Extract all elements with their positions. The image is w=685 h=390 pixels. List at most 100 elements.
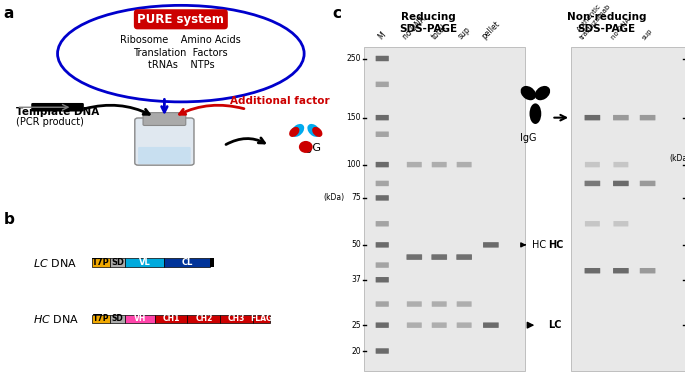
Text: PURE system: PURE system bbox=[138, 13, 224, 26]
FancyBboxPatch shape bbox=[375, 301, 389, 307]
Text: tRNAs    NTPs: tRNAs NTPs bbox=[147, 60, 214, 71]
FancyBboxPatch shape bbox=[375, 131, 389, 137]
Ellipse shape bbox=[308, 124, 321, 137]
FancyBboxPatch shape bbox=[110, 259, 125, 267]
Text: Non-reducing
SDS-PAGE: Non-reducing SDS-PAGE bbox=[567, 12, 647, 34]
Text: 37: 37 bbox=[351, 275, 361, 284]
FancyBboxPatch shape bbox=[432, 323, 447, 328]
FancyBboxPatch shape bbox=[375, 323, 389, 328]
FancyBboxPatch shape bbox=[375, 242, 389, 248]
FancyBboxPatch shape bbox=[125, 259, 164, 267]
FancyBboxPatch shape bbox=[110, 315, 125, 323]
FancyBboxPatch shape bbox=[640, 181, 656, 186]
FancyBboxPatch shape bbox=[375, 262, 389, 268]
FancyBboxPatch shape bbox=[253, 315, 270, 323]
Text: CH1: CH1 bbox=[162, 314, 179, 323]
Text: M: M bbox=[377, 30, 388, 41]
Text: Ribosome    Amino Acids: Ribosome Amino Acids bbox=[121, 35, 241, 45]
FancyBboxPatch shape bbox=[457, 162, 472, 167]
FancyBboxPatch shape bbox=[375, 348, 389, 354]
Text: SD: SD bbox=[111, 258, 124, 267]
FancyBboxPatch shape bbox=[375, 56, 389, 61]
Text: 20: 20 bbox=[351, 346, 361, 356]
FancyBboxPatch shape bbox=[584, 115, 600, 121]
Text: 75: 75 bbox=[351, 193, 361, 202]
Text: (kDa): (kDa) bbox=[669, 154, 685, 163]
FancyBboxPatch shape bbox=[407, 254, 422, 260]
Text: T7P: T7P bbox=[93, 314, 110, 323]
FancyBboxPatch shape bbox=[375, 115, 389, 121]
FancyBboxPatch shape bbox=[432, 301, 447, 307]
FancyBboxPatch shape bbox=[221, 315, 253, 323]
FancyBboxPatch shape bbox=[406, 254, 422, 260]
FancyBboxPatch shape bbox=[375, 82, 389, 87]
FancyBboxPatch shape bbox=[210, 259, 214, 267]
Text: no DNA: no DNA bbox=[610, 17, 632, 41]
FancyBboxPatch shape bbox=[92, 259, 110, 267]
Text: 150: 150 bbox=[347, 113, 361, 122]
FancyBboxPatch shape bbox=[457, 323, 472, 328]
FancyBboxPatch shape bbox=[571, 47, 685, 370]
FancyBboxPatch shape bbox=[483, 242, 499, 248]
Text: HC: HC bbox=[521, 240, 546, 250]
Ellipse shape bbox=[299, 141, 312, 153]
Text: b: b bbox=[3, 212, 14, 227]
FancyBboxPatch shape bbox=[188, 315, 221, 323]
Text: 100: 100 bbox=[347, 160, 361, 169]
FancyBboxPatch shape bbox=[135, 118, 194, 165]
Text: total: total bbox=[429, 22, 449, 41]
FancyBboxPatch shape bbox=[375, 162, 389, 167]
FancyBboxPatch shape bbox=[432, 162, 447, 167]
FancyBboxPatch shape bbox=[407, 162, 422, 167]
Text: 50: 50 bbox=[351, 240, 361, 249]
Ellipse shape bbox=[58, 5, 304, 102]
FancyBboxPatch shape bbox=[143, 113, 186, 126]
Text: $\it{HC}$ DNA: $\it{HC}$ DNA bbox=[33, 313, 79, 325]
FancyBboxPatch shape bbox=[375, 181, 389, 186]
FancyBboxPatch shape bbox=[613, 221, 628, 227]
FancyBboxPatch shape bbox=[364, 47, 525, 370]
Text: sup: sup bbox=[641, 28, 654, 41]
FancyBboxPatch shape bbox=[125, 315, 155, 323]
Text: 25: 25 bbox=[351, 321, 361, 330]
FancyBboxPatch shape bbox=[164, 259, 210, 267]
FancyBboxPatch shape bbox=[613, 268, 629, 273]
Text: LC: LC bbox=[548, 320, 562, 330]
FancyBboxPatch shape bbox=[92, 315, 110, 323]
Text: VH: VH bbox=[134, 314, 146, 323]
FancyBboxPatch shape bbox=[407, 323, 422, 328]
Text: a: a bbox=[3, 6, 14, 21]
Text: CL: CL bbox=[182, 258, 193, 267]
Text: CH2: CH2 bbox=[195, 314, 212, 323]
FancyBboxPatch shape bbox=[432, 254, 447, 260]
Ellipse shape bbox=[291, 124, 304, 137]
FancyBboxPatch shape bbox=[138, 147, 190, 164]
FancyBboxPatch shape bbox=[613, 162, 628, 167]
FancyBboxPatch shape bbox=[375, 195, 389, 201]
Text: Translation  Factors: Translation Factors bbox=[134, 48, 228, 58]
Ellipse shape bbox=[521, 86, 536, 100]
Text: (PCR product): (PCR product) bbox=[16, 117, 84, 127]
FancyBboxPatch shape bbox=[155, 315, 188, 323]
FancyBboxPatch shape bbox=[585, 221, 600, 227]
FancyBboxPatch shape bbox=[613, 181, 629, 186]
Text: (kDa): (kDa) bbox=[323, 193, 345, 202]
FancyBboxPatch shape bbox=[375, 221, 389, 227]
Text: IgG: IgG bbox=[303, 143, 322, 153]
FancyBboxPatch shape bbox=[585, 162, 600, 167]
FancyBboxPatch shape bbox=[432, 254, 447, 260]
Text: VL: VL bbox=[139, 258, 151, 267]
Text: 250: 250 bbox=[347, 54, 361, 63]
FancyBboxPatch shape bbox=[407, 301, 422, 307]
Text: T7P: T7P bbox=[92, 258, 110, 267]
FancyBboxPatch shape bbox=[640, 268, 656, 273]
Ellipse shape bbox=[530, 103, 541, 124]
FancyBboxPatch shape bbox=[483, 323, 499, 328]
Text: Template DNA: Template DNA bbox=[16, 106, 100, 117]
FancyBboxPatch shape bbox=[32, 103, 84, 112]
Ellipse shape bbox=[535, 86, 550, 100]
FancyBboxPatch shape bbox=[457, 254, 472, 260]
Text: $\it{LC}$ DNA: $\it{LC}$ DNA bbox=[33, 257, 77, 269]
FancyBboxPatch shape bbox=[584, 268, 600, 273]
FancyBboxPatch shape bbox=[584, 181, 600, 186]
